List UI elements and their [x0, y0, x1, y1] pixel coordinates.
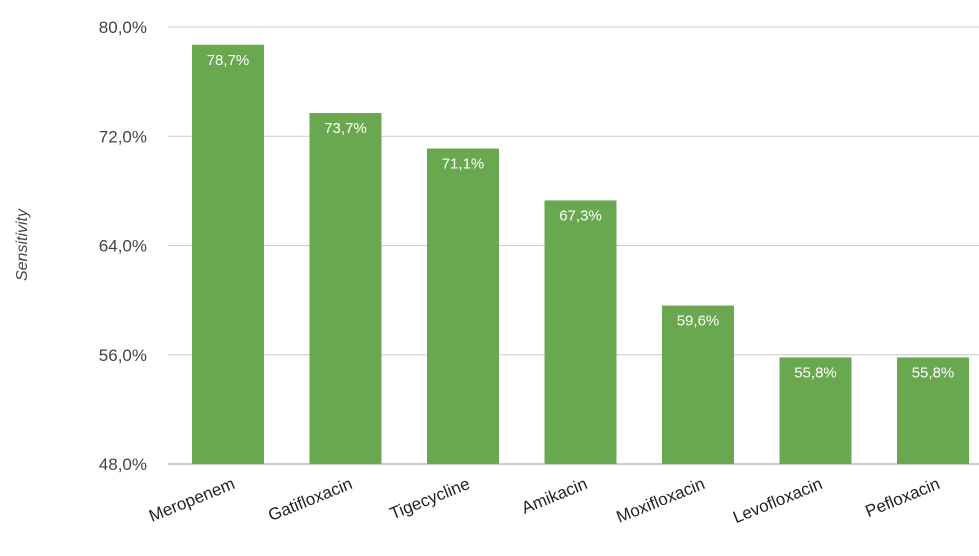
data-label: 55,8%	[912, 364, 955, 381]
x-category-label: Amikacin	[519, 474, 590, 517]
y-tick-label: 56,0%	[99, 346, 147, 365]
data-label: 67,3%	[559, 207, 602, 224]
data-label: 71,1%	[442, 156, 485, 173]
data-label: 78,7%	[207, 52, 250, 69]
x-category-label: Gatifloxacin	[266, 474, 355, 525]
y-tick-label: 72,0%	[99, 127, 147, 146]
y-axis-title: Sensitivity	[14, 208, 31, 281]
data-label: 59,6%	[677, 313, 720, 330]
y-tick-label: 64,0%	[99, 237, 147, 256]
x-category-label: Tigecycline	[387, 474, 472, 523]
bar-levofloxacin	[779, 357, 852, 464]
bar-meropenem	[192, 44, 264, 465]
bar-moxifloxacin	[662, 305, 734, 464]
x-axis-categories: Meropenem Gatifloxacin Tigecycline Amikacin…	[146, 474, 942, 527]
x-category-label: Pefloxacin	[863, 474, 943, 521]
data-label: 73,7%	[324, 120, 367, 137]
bars	[192, 44, 969, 465]
bar-pefloxacin	[897, 357, 969, 464]
data-labels: 78,7% 73,7% 71,1% 67,3% 59,6% 55,8% 55,8%	[207, 52, 955, 382]
x-category-label: Meropenem	[146, 474, 237, 526]
x-category-label: Levofloxacin	[730, 474, 825, 527]
y-tick-label: 80,0%	[99, 18, 147, 37]
y-axis-ticks: 80,0% 72,0% 64,0% 56,0% 48,0%	[99, 18, 147, 474]
x-category-label: Moxifloxacin	[614, 474, 708, 527]
data-label: 55,8%	[794, 364, 837, 381]
bar-amikacin	[544, 200, 617, 464]
bar-gatifloxacin	[309, 113, 382, 465]
bar-tigecycline	[427, 148, 499, 464]
y-tick-label: 48,0%	[99, 455, 147, 474]
